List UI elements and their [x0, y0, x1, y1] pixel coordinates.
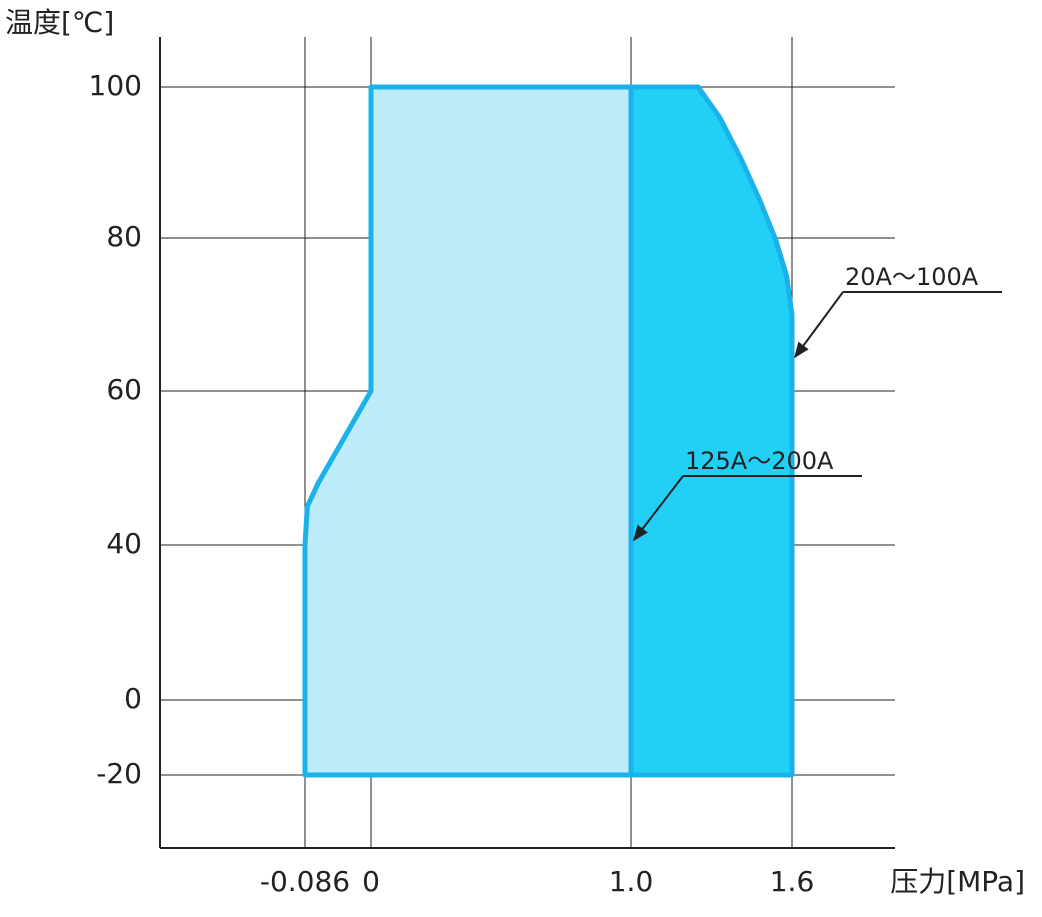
y-tick-label: 60	[106, 373, 142, 406]
area	[302, 84, 634, 778]
x-tick-label: -0.086	[260, 865, 350, 898]
y-tick-label: 80	[106, 220, 142, 253]
x-tick-label: 1.0	[609, 865, 654, 898]
area	[628, 84, 795, 778]
y-tick-label: 0	[124, 682, 142, 715]
y-axis-label: 温度[℃]	[5, 6, 114, 39]
y-tick-label: 40	[106, 527, 142, 560]
x-tick-label: 0	[362, 865, 380, 898]
x-axis-label: 压力[MPa]	[890, 865, 1025, 898]
y-tick-label: 100	[89, 69, 142, 102]
annotation-arrow	[633, 475, 684, 542]
y-tick-label: -20	[96, 757, 142, 790]
annotation: 20A～100A	[845, 263, 979, 291]
annotation: 125A～200A	[685, 447, 834, 475]
x-tick-label: 1.6	[770, 865, 815, 898]
annotation-arrow	[794, 291, 844, 359]
